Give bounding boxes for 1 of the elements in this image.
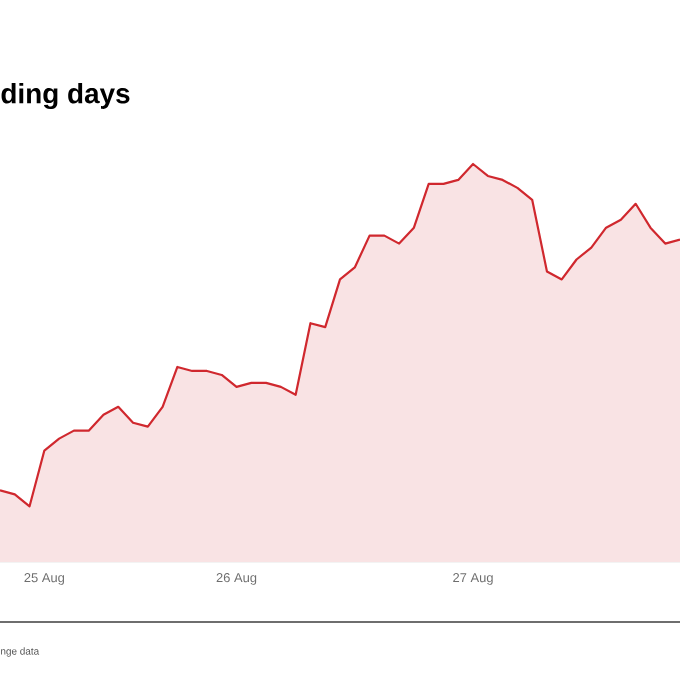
chart-title: ding days — [1, 82, 130, 110]
